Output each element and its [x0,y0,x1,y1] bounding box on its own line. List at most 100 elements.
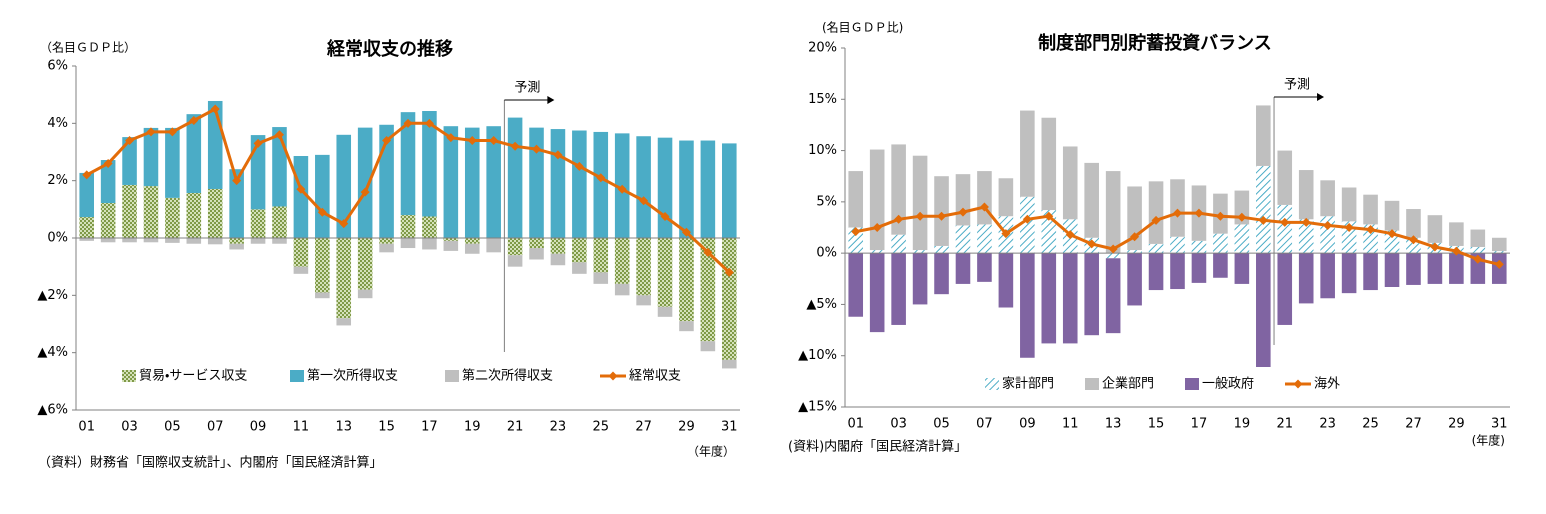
bar [143,238,159,243]
x-tick-label: 15 [378,420,395,435]
bar [464,243,480,254]
legend-label: 企業部門 [1102,376,1154,392]
bar [1384,253,1400,287]
bar [336,318,352,326]
marker [851,227,861,237]
marker [82,170,92,180]
bar [507,117,523,238]
y-tick-label: 20% [808,41,837,56]
bar [891,234,906,254]
forecast-label: 予測 [1284,78,1310,93]
marker [167,127,177,137]
bar [1041,253,1057,344]
bar [1170,179,1185,237]
chart-title: 経常収支の推移 [326,38,453,60]
bar [1170,253,1185,290]
bar [422,238,437,250]
bar [464,238,480,244]
bar [1363,253,1378,291]
bar [1277,253,1293,325]
bar [1298,253,1314,304]
bar [955,225,971,254]
x-tick-label: 07 [207,420,224,435]
bar [186,238,202,244]
legend-label: 家計部門 [1002,376,1054,392]
bar [593,238,609,273]
bar [869,149,885,251]
x-tick-label: 09 [250,420,267,435]
bar [1320,180,1335,217]
bar [507,255,523,267]
marker [339,219,349,229]
bar [250,209,266,238]
y-tick-label: 15% [808,92,837,107]
bar [1234,253,1250,284]
bar [1084,253,1099,336]
bar [593,131,609,238]
marker [103,158,113,168]
bar [529,127,544,238]
bar [891,253,906,325]
legend-swatch-marker [608,371,618,381]
marker [1473,254,1483,264]
bar [272,238,287,244]
legend-swatch-marker [1293,379,1303,389]
bar [1470,246,1486,254]
chart-title: 制度部門別貯蓄投資バランス [1038,32,1272,54]
bar [700,341,716,352]
marker [724,267,734,277]
bar [186,114,202,193]
bar [400,238,416,249]
x-tick-label: 07 [976,417,993,432]
x-tick-label: 15 [1148,417,1165,432]
bar [722,359,737,369]
x-tick-label: 03 [121,420,138,435]
legend-swatch [1085,378,1099,390]
bar [1191,240,1207,254]
legend-swatch [122,370,136,382]
marker [1001,229,1011,239]
marker [639,196,649,206]
bar [207,188,223,238]
marker [1151,215,1161,225]
source-note: (資料)内閣府「国民経済計算」 [788,439,967,455]
bar [379,238,394,244]
bar [1148,253,1164,291]
y-tick-label: 2% [47,173,68,188]
marker [125,136,135,146]
marker [489,136,499,146]
marker [424,118,434,128]
y-tick-label: 6% [47,59,68,74]
bar [1084,162,1099,238]
y-tick-label: ▲6% [37,403,68,418]
bar [934,253,949,295]
bar [869,253,885,333]
marker [1044,211,1054,221]
source-note: （資料）財務省「国際収支統計」、内閣府「国民経済計算」 [38,455,383,471]
bar [143,127,159,187]
bar [79,172,94,218]
marker [1301,217,1311,227]
bar [1148,243,1164,254]
bar [1041,117,1057,211]
marker [937,211,947,221]
forecast-label: 予測 [514,81,540,96]
bar [1256,105,1271,166]
bar [1105,253,1121,259]
marker [574,161,584,171]
bar [1491,251,1507,254]
legend-label: 第一次所得収支 [307,368,398,384]
marker [146,127,156,137]
bar [679,238,694,322]
marker [296,184,306,194]
marker [1022,214,1032,224]
marker [915,211,925,221]
bar [1427,215,1443,243]
legend-swatch [1185,378,1199,390]
bar [315,292,330,299]
x-tick-label: 09 [1019,417,1036,432]
bar [869,250,885,254]
bar [422,216,437,238]
bar [1062,253,1078,344]
